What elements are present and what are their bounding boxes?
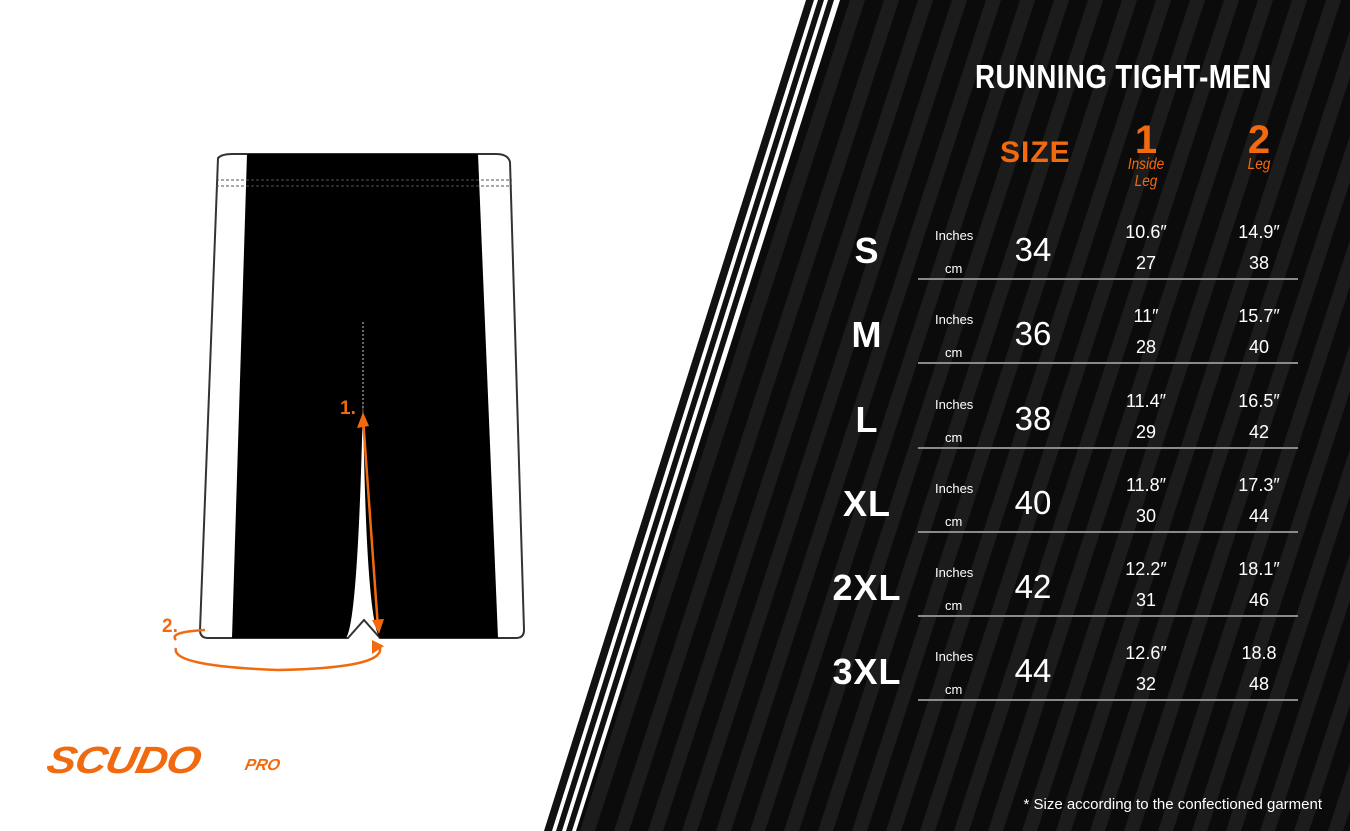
header-col1-number: 1 [1134,118,1158,162]
leg-inches: 15.7″ [1238,306,1280,326]
header-col2-label: Leg [1247,156,1271,173]
panel-edge-stripe [566,0,834,831]
measure-label-1: 1. [340,398,356,419]
table-row: L Inches cm 38 11.4″ 29 16.5″ 42 [0,391,1350,481]
leg-inches: 14.9″ [1238,222,1280,242]
size-label: L [855,399,879,440]
leg-cm: 40 [1248,337,1270,357]
leg-inches: 17.3″ [1238,475,1280,495]
row-divider [918,278,1298,280]
leg-cm: 46 [1248,590,1270,610]
inside-leg-cm: 31 [1135,590,1157,610]
row-divider [918,447,1298,449]
table-row: 3XL Inches cm 44 12.6″ 32 18.8 48 [0,643,1350,733]
shorts-illustration [173,153,526,672]
inside-leg-inches: 11″ [1133,306,1159,326]
leg-cm: 48 [1248,674,1270,694]
row-divider [918,362,1298,364]
leg-inches: 16.5″ [1238,391,1280,411]
size-number: 38 [1014,400,1052,437]
size-number: 42 [1014,568,1052,605]
chart-title: RUNNING TIGHT-MEN [975,58,1272,95]
inside-leg-inches: 10.6″ [1125,222,1167,242]
size-label: 3XL [832,651,902,692]
dark-panel [576,0,1350,831]
header-size: SIZE [1000,136,1071,169]
unit-inches: Inches [935,228,974,243]
brand-logo: SCUDO [43,740,205,782]
inside-leg-inches: 12.2″ [1125,559,1167,579]
size-number: 44 [1014,652,1052,689]
table-row: XL Inches cm 40 11.8″ 30 17.3″ 44 [0,475,1350,565]
unit-inches: Inches [935,312,974,327]
inside-leg-cm: 28 [1135,337,1157,357]
footnote: * Size according to the confectioned gar… [1023,796,1322,813]
unit-inches: Inches [935,397,974,412]
size-label: M [851,314,883,355]
unit-cm: cm [945,598,963,613]
inside-leg-inches: 12.6″ [1125,643,1167,663]
unit-cm: cm [945,514,963,529]
size-label: S [854,230,880,271]
row-divider [918,615,1298,617]
header-col2-number: 2 [1247,118,1271,162]
unit-cm: cm [945,345,963,360]
table-row: 2XL Inches cm 42 12.2″ 31 18.1″ 46 [0,559,1350,649]
panel-edge-stripe [544,0,814,831]
unit-inches: Inches [935,649,974,664]
panel-edge-stripe [556,0,824,831]
header-col1-label-a: Inside [1127,156,1165,173]
unit-inches: Inches [935,565,974,580]
leg-cm: 38 [1248,253,1270,273]
row-divider [918,531,1298,533]
inside-leg-cm: 30 [1135,506,1157,526]
row-divider [918,699,1298,701]
size-label: XL [842,483,891,524]
inside-leg-cm: 32 [1135,674,1157,694]
table-row: M Inches cm 36 11″ 28 15.7″ 40 [0,306,1350,396]
leg-inches: 18.1″ [1238,559,1280,579]
header-col1-label-b: Leg [1134,173,1158,190]
measure-label-2: 2. [162,616,178,637]
leg-cm: 44 [1248,506,1270,526]
size-number: 36 [1014,315,1052,352]
unit-cm: cm [945,261,963,276]
size-label: 2XL [832,567,902,608]
unit-inches: Inches [935,481,974,496]
size-number: 40 [1014,484,1052,521]
size-number: 34 [1014,231,1052,268]
inside-leg-inches: 11.8″ [1125,475,1167,495]
inside-leg-cm: 29 [1135,422,1157,442]
leg-inches: 18.8 [1241,643,1277,663]
table-row: S Inches cm 34 10.6″ 27 14.9″ 38 [0,222,1350,312]
inside-leg-cm: 27 [1135,253,1157,273]
unit-cm: cm [945,430,963,445]
inside-leg-inches: 11.4″ [1125,391,1167,411]
brand-logo-sub: PRO [243,757,282,774]
unit-cm: cm [945,682,963,697]
leg-cm: 42 [1248,422,1270,442]
